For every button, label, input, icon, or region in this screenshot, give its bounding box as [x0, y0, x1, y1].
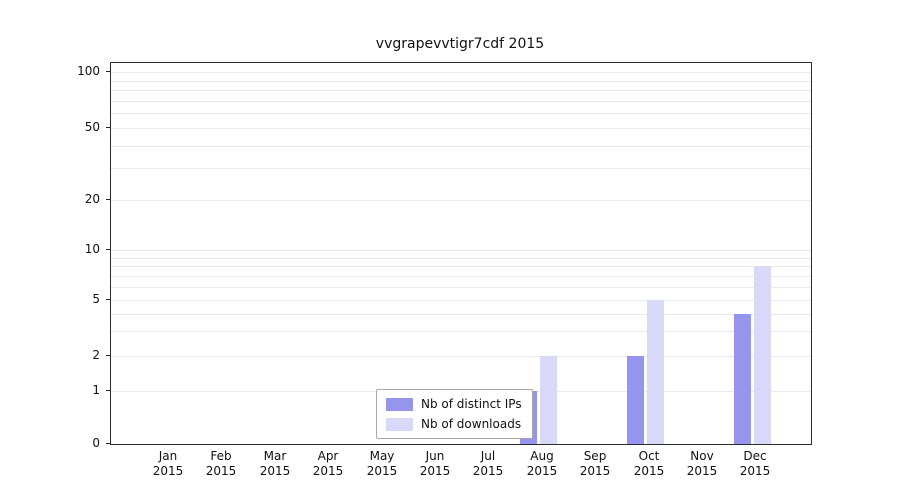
bar-distinct-ips: [734, 314, 751, 444]
gridline: [111, 331, 811, 332]
y-tick-mark: [106, 355, 110, 356]
gridline: [111, 287, 811, 288]
legend-swatch-distinct-ips: [386, 397, 413, 411]
x-tick-label: Dec 2015: [739, 449, 771, 478]
y-tick-label: 0: [92, 436, 100, 450]
x-tick-label: May 2015: [366, 449, 398, 478]
x-tick-label: Aug 2015: [526, 449, 558, 478]
gridline: [111, 200, 811, 201]
gridline: [111, 90, 811, 91]
gridline: [111, 276, 811, 277]
y-tick-mark: [106, 199, 110, 200]
gridline: [111, 314, 811, 315]
y-tick-label: 5: [92, 292, 100, 306]
gridline: [111, 81, 811, 82]
legend-item-downloads: Nb of downloads: [386, 417, 522, 431]
bar-downloads: [647, 300, 664, 444]
gridline: [111, 128, 811, 129]
gridline: [111, 113, 811, 114]
x-tick-label: Mar 2015: [259, 449, 291, 478]
y-tick-mark: [106, 249, 110, 250]
legend-swatch-downloads: [386, 417, 413, 431]
gridline: [111, 72, 811, 73]
x-tick-label: Nov 2015: [686, 449, 718, 478]
y-tick-label: 1: [92, 383, 100, 397]
y-tick-mark: [106, 299, 110, 300]
gridline: [111, 300, 811, 301]
y-tick-label: 10: [84, 242, 100, 256]
y-tick-mark: [106, 71, 110, 72]
x-tick-label: Oct 2015: [633, 449, 665, 478]
x-tick-label: Apr 2015: [312, 449, 344, 478]
x-tick-label: Jul 2015: [472, 449, 504, 478]
gridline: [111, 258, 811, 259]
gridline: [111, 146, 811, 147]
gridline: [111, 250, 811, 251]
y-tick-label: 50: [84, 120, 100, 134]
bar-downloads: [754, 266, 771, 444]
chart-title: vvgrapevvtigr7cdf 2015: [375, 36, 545, 52]
y-tick-mark: [106, 443, 110, 444]
gridline: [111, 266, 811, 267]
gridline: [111, 168, 811, 169]
y-tick-label: 20: [84, 192, 100, 206]
legend-label-distinct-ips: Nb of distinct IPs: [421, 397, 522, 411]
x-tick-label: Feb 2015: [205, 449, 237, 478]
y-tick-mark: [106, 127, 110, 128]
x-tick-label: Jan 2015: [152, 449, 184, 478]
y-tick-label: 100: [77, 64, 100, 78]
x-tick-label: Jun 2015: [419, 449, 451, 478]
legend-item-distinct-ips: Nb of distinct IPs: [386, 397, 522, 411]
y-tick-mark: [106, 390, 110, 391]
x-tick-label: Sep 2015: [579, 449, 611, 478]
bar-distinct-ips: [627, 356, 644, 444]
gridline: [111, 101, 811, 102]
plot-area: [110, 62, 812, 445]
bar-downloads: [540, 356, 557, 444]
legend: Nb of distinct IPs Nb of downloads: [376, 389, 533, 439]
legend-label-downloads: Nb of downloads: [421, 417, 522, 431]
y-tick-label: 2: [92, 348, 100, 362]
gridline: [111, 356, 811, 357]
